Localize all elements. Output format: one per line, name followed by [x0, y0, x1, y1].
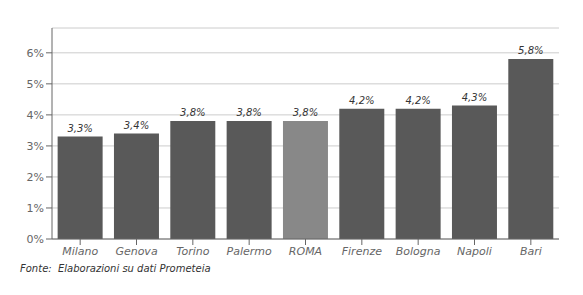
- svg-text:4,3%: 4,3%: [462, 92, 487, 103]
- svg-text:3,8%: 3,8%: [293, 107, 318, 118]
- svg-text:2%: 2%: [27, 171, 44, 184]
- svg-text:Firenze: Firenze: [342, 245, 382, 258]
- svg-text:5,8%: 5,8%: [518, 45, 543, 56]
- svg-text:Torino: Torino: [176, 245, 210, 258]
- svg-text:Napoli: Napoli: [457, 245, 492, 258]
- svg-text:3,8%: 3,8%: [180, 107, 205, 118]
- svg-text:Bologna: Bologna: [396, 245, 441, 258]
- svg-text:4%: 4%: [27, 109, 44, 122]
- svg-text:0%: 0%: [27, 233, 44, 246]
- svg-text:Milano: Milano: [62, 245, 98, 258]
- svg-text:4,2%: 4,2%: [405, 95, 430, 106]
- svg-text:ROMA: ROMA: [289, 245, 322, 258]
- svg-text:3%: 3%: [27, 140, 44, 153]
- svg-text:3,3%: 3,3%: [67, 123, 92, 134]
- svg-text:Palermo: Palermo: [227, 245, 272, 258]
- svg-text:3,4%: 3,4%: [124, 120, 149, 131]
- svg-text:Genova: Genova: [115, 245, 158, 258]
- html-text:Fonte: Elaborazioni su dati Pr: Fonte: Elaborazioni su dati Prometeia: [20, 263, 211, 274]
- svg-text:5%: 5%: [27, 78, 44, 91]
- svg-text:4,2%: 4,2%: [349, 95, 374, 106]
- svg-text:1%: 1%: [27, 202, 44, 215]
- svg-text:3,8%: 3,8%: [236, 107, 261, 118]
- svg-text:6%: 6%: [27, 47, 44, 60]
- svg-text:Bari: Bari: [520, 245, 542, 258]
